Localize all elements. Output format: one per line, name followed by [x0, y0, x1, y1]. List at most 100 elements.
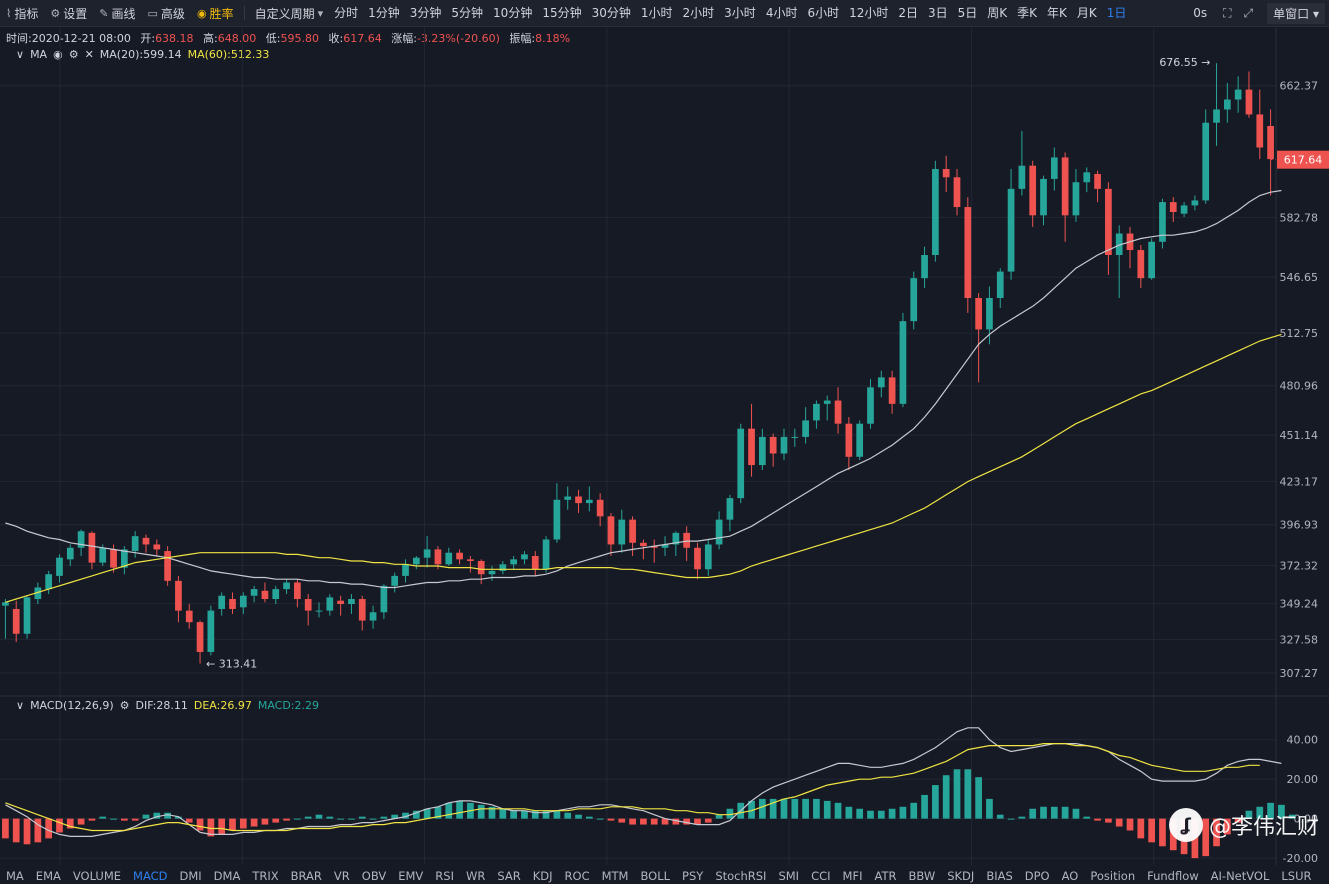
macd-histogram-bar: [845, 806, 853, 819]
collapse-icon[interactable]: ∨: [16, 699, 25, 712]
period-tab[interactable]: 3分钟: [409, 6, 442, 20]
period-tab[interactable]: 10分钟: [493, 6, 533, 20]
period-tab[interactable]: 3日: [928, 6, 948, 20]
macd-histogram-bar: [867, 810, 874, 819]
indicator-tab[interactable]: MA: [6, 869, 24, 883]
candle-body: [369, 612, 377, 621]
indicator-tab[interactable]: ATR: [874, 869, 897, 883]
period-tab[interactable]: 1日: [1106, 6, 1127, 20]
period-tab[interactable]: 季K: [1017, 6, 1038, 20]
indicator-tab[interactable]: SKDJ: [947, 869, 975, 883]
candle-body: [1029, 165, 1037, 216]
screenshot-icon[interactable]: ⛶: [1223, 5, 1232, 20]
macd-histogram-bar: [531, 810, 539, 819]
ma60-value: MA(60):512.33: [187, 48, 270, 61]
macd-histogram-bar: [640, 818, 647, 825]
candle-body: [1050, 157, 1058, 179]
indicator-tab[interactable]: StochRSI: [715, 869, 767, 883]
period-tab[interactable]: 5分钟: [451, 6, 484, 20]
indicator-tab[interactable]: AI-NetVOL: [1210, 869, 1270, 883]
macd-histogram-bar: [477, 804, 485, 819]
indicator-tab[interactable]: BIAS: [986, 869, 1013, 883]
candle-body: [510, 559, 517, 565]
indicator-tab[interactable]: DMI: [179, 869, 202, 883]
indicator-tab[interactable]: VR: [333, 869, 350, 883]
period-tab[interactable]: 5日: [957, 6, 978, 20]
indicator-tab[interactable]: BBW: [908, 869, 936, 883]
macd-histogram-bar: [1061, 806, 1069, 819]
macd-histogram-bar: [521, 810, 528, 819]
period-tab[interactable]: 3小时: [724, 6, 756, 20]
indicator-tab[interactable]: DPO: [1024, 869, 1050, 883]
candle-body: [813, 403, 820, 421]
period-tab[interactable]: 15分钟: [542, 6, 582, 20]
period-tab[interactable]: 月K: [1076, 6, 1097, 20]
indicator-tab[interactable]: MTM: [601, 869, 629, 883]
indicator-tab[interactable]: BRAR: [290, 869, 322, 883]
period-tab[interactable]: 年K: [1047, 6, 1067, 20]
settings-icon[interactable]: ⚙: [119, 699, 130, 712]
period-tab[interactable]: 2日: [898, 6, 919, 20]
indicator-tab[interactable]: WR: [465, 869, 486, 883]
macd-histogram-bar: [683, 818, 691, 825]
indicator-tab[interactable]: EMV: [398, 869, 424, 883]
indicator-tab[interactable]: Fundflow: [1147, 869, 1199, 883]
indicator-tab[interactable]: SMI: [778, 869, 800, 883]
toolbar-advanced-button[interactable]: ▭ 高级: [142, 0, 191, 26]
indicator-tab[interactable]: MACD: [133, 869, 168, 883]
window-select[interactable]: 单窗口 ▾: [1267, 2, 1325, 24]
ma20-line: [5, 189, 1282, 589]
macd-histogram-bar: [164, 812, 171, 819]
period-tab[interactable]: 分时: [334, 6, 359, 20]
period-tab[interactable]: 2小时: [682, 6, 715, 20]
period-tab[interactable]: 12小时: [849, 6, 889, 20]
candle-body: [412, 557, 420, 565]
indicator-tab[interactable]: AO: [1061, 869, 1079, 883]
toolbar-indicator-button[interactable]: ⌇ 指标: [0, 0, 44, 26]
candle-body: [239, 595, 247, 608]
indicator-tab[interactable]: ROC: [564, 869, 590, 883]
toolbar-gear-button[interactable]: ⚙ 设置: [44, 0, 93, 26]
custom-period-dropdown[interactable]: 自定义周期 ▾: [249, 0, 330, 26]
candle-body: [1267, 126, 1274, 160]
close-icon[interactable]: ✕: [84, 48, 94, 61]
period-tab[interactable]: 6小时: [807, 6, 840, 20]
indicator-tab[interactable]: BOLL: [640, 869, 671, 883]
macd-histogram-bar: [488, 806, 496, 819]
macd-histogram-bar: [66, 818, 74, 829]
indicator-tab[interactable]: MFI: [842, 869, 863, 883]
y-tick-label: 307.27: [1280, 667, 1319, 680]
collapse-icon[interactable]: ∨: [16, 48, 25, 61]
indicator-tab[interactable]: TRIX: [252, 869, 279, 883]
toolbar-winrate-button[interactable]: ◉ 胜率: [191, 0, 240, 26]
indicator-tab[interactable]: SAR: [497, 869, 521, 883]
indicator-tab[interactable]: KDJ: [532, 869, 553, 883]
period-tab[interactable]: 30分钟: [591, 6, 631, 20]
macd-histogram-bar: [99, 816, 107, 819]
candle-body: [1083, 172, 1091, 183]
macd-histogram-bar: [1213, 818, 1220, 847]
indicator-tab[interactable]: VOLUME: [72, 869, 122, 883]
macd-histogram-bar: [769, 798, 777, 819]
indicator-tab[interactable]: DMA: [213, 869, 241, 883]
period-tab[interactable]: 周K: [987, 6, 1008, 20]
caret-down-icon: ▾: [317, 6, 324, 20]
period-tab[interactable]: 1小时: [640, 6, 673, 20]
indicator-tab[interactable]: EMA: [35, 869, 61, 883]
settings-icon[interactable]: ⚙: [68, 48, 79, 61]
period-tab[interactable]: 1分钟: [368, 6, 400, 20]
indicator-tab[interactable]: CCI: [811, 869, 831, 883]
indicator-tab[interactable]: PSY: [682, 869, 704, 883]
indicator-tab[interactable]: OBV: [361, 869, 387, 883]
eye-icon[interactable]: ◉: [53, 48, 63, 61]
macd-histogram-bar: [1223, 818, 1231, 835]
indicator-tab[interactable]: RSI: [435, 869, 454, 883]
toolbar-pencil-button[interactable]: ✎ 画线: [93, 0, 141, 26]
period-tab[interactable]: 4小时: [765, 6, 798, 20]
macd-histogram-bar: [153, 812, 161, 819]
indicator-tabs: MA EMA VOLUME MACD DMI DMA TRIX BRAR VR OBV EMV RSI…: [0, 868, 1312, 884]
indicator-tab[interactable]: Position: [1090, 869, 1136, 883]
indicator-tab[interactable]: LSUR: [1281, 869, 1312, 883]
fullscreen-icon[interactable]: ⤢: [1243, 5, 1254, 20]
